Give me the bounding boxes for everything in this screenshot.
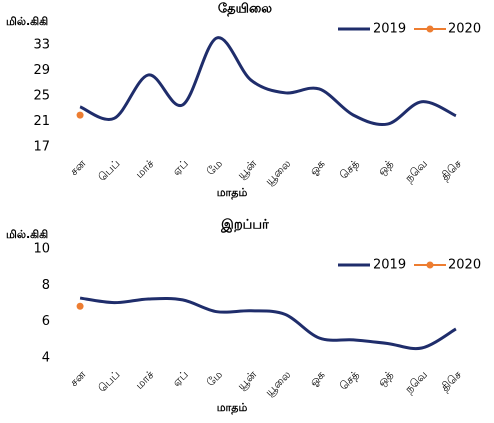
y-axis-label: மில்.கிகி [6,15,48,28]
x-tick-label: ஏப் [170,368,191,389]
data-line [79,36,457,127]
chart-title: இறப்பர் [220,218,269,233]
x-tick-label: மாச் [133,157,157,181]
data-point [76,111,84,119]
y-tick-label: 29 [33,63,50,78]
y-tick-label: 33 [33,38,50,53]
x-tick-label: செத் [337,157,362,182]
x-tick-label: ஒத் [375,368,396,389]
x-tick-label: யூலை [263,368,294,399]
x-tick-label: யூன் [235,368,260,393]
legend-marker [426,261,434,269]
legend-label: 2020 [448,22,481,37]
x-tick-label: நவெ [402,157,430,185]
legend-label: 2019 [373,258,406,273]
y-tick-label: 10 [33,242,50,257]
x-tick-label: சன [67,368,88,389]
data-line [79,296,457,351]
data-point [76,302,84,310]
x-tick-label: திசெ [438,157,464,183]
y-tick-label: 25 [33,89,50,104]
x-tick-label: ஓக [307,368,328,389]
x-tick-label: யூலை [263,157,294,188]
legend-label: 2020 [448,258,481,273]
y-tick-label: 17 [33,140,50,155]
chart-title: தேயிலை [218,2,272,17]
x-tick-label: திசெ [438,368,464,394]
x-tick-label: பெப் [96,368,123,395]
y-tick-label: 6 [42,314,50,329]
x-tick-label: மாச் [133,368,157,392]
x-tick-label: யூன் [235,157,260,182]
x-tick-label: நவெ [402,368,430,396]
x-tick-label: ஏப் [170,157,191,178]
x-tick-label: பெப் [96,157,123,184]
x-tick-label: ஒத் [375,157,396,178]
x-tick-label: சன [67,157,88,178]
x-tick-label: மே [204,368,225,389]
y-axis-label: மில்.கிகி [6,228,48,241]
y-tick-label: 8 [42,278,50,293]
x-tick-label: மே [204,157,225,178]
x-axis-label: மாதம் [217,186,248,200]
y-tick-label: 4 [42,351,50,366]
x-axis-label: மாதம் [217,401,248,415]
y-tick-label: 21 [33,114,50,129]
legend-marker [426,25,434,33]
x-tick-label: ஓக [307,157,328,178]
legend-label: 2019 [373,22,406,37]
x-tick-label: செத் [337,368,362,393]
